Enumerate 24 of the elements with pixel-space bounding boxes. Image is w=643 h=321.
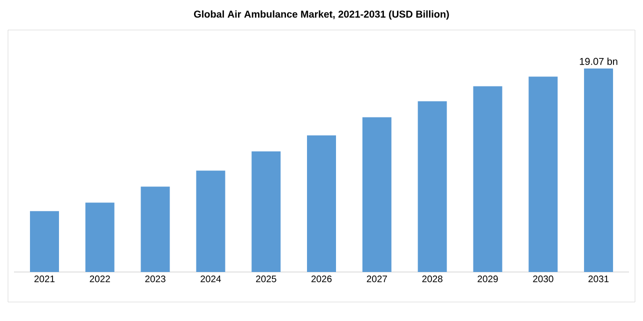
bar [85, 202, 114, 272]
chart-title: Global Air Ambulance Market, 2021-2031 (USD Billion) [194, 10, 449, 20]
x-tick-label: 2022 [90, 276, 110, 282]
x-tick-label: 2026 [311, 276, 332, 282]
bar [362, 117, 392, 272]
x-tick-label: 2023 [145, 276, 166, 282]
x-tick-label: 2027 [366, 276, 387, 282]
x-tick-label: 2025 [256, 276, 276, 282]
data-label: 19.07 bn [580, 58, 618, 65]
x-tick-label: 2024 [200, 276, 221, 282]
x-tick-label: 2021 [34, 276, 55, 282]
bar [252, 151, 281, 272]
bar [528, 76, 558, 272]
x-tick-label: 2028 [422, 276, 442, 282]
bar [307, 135, 336, 272]
x-tick-label: 2030 [533, 276, 554, 282]
bar [196, 170, 226, 272]
bar [140, 186, 170, 272]
bar [30, 211, 59, 272]
x-tick-label: 2031 [588, 276, 609, 282]
bar [584, 68, 614, 272]
x-tick-label: 2029 [478, 276, 498, 282]
bar [418, 101, 447, 272]
bar [473, 86, 502, 272]
